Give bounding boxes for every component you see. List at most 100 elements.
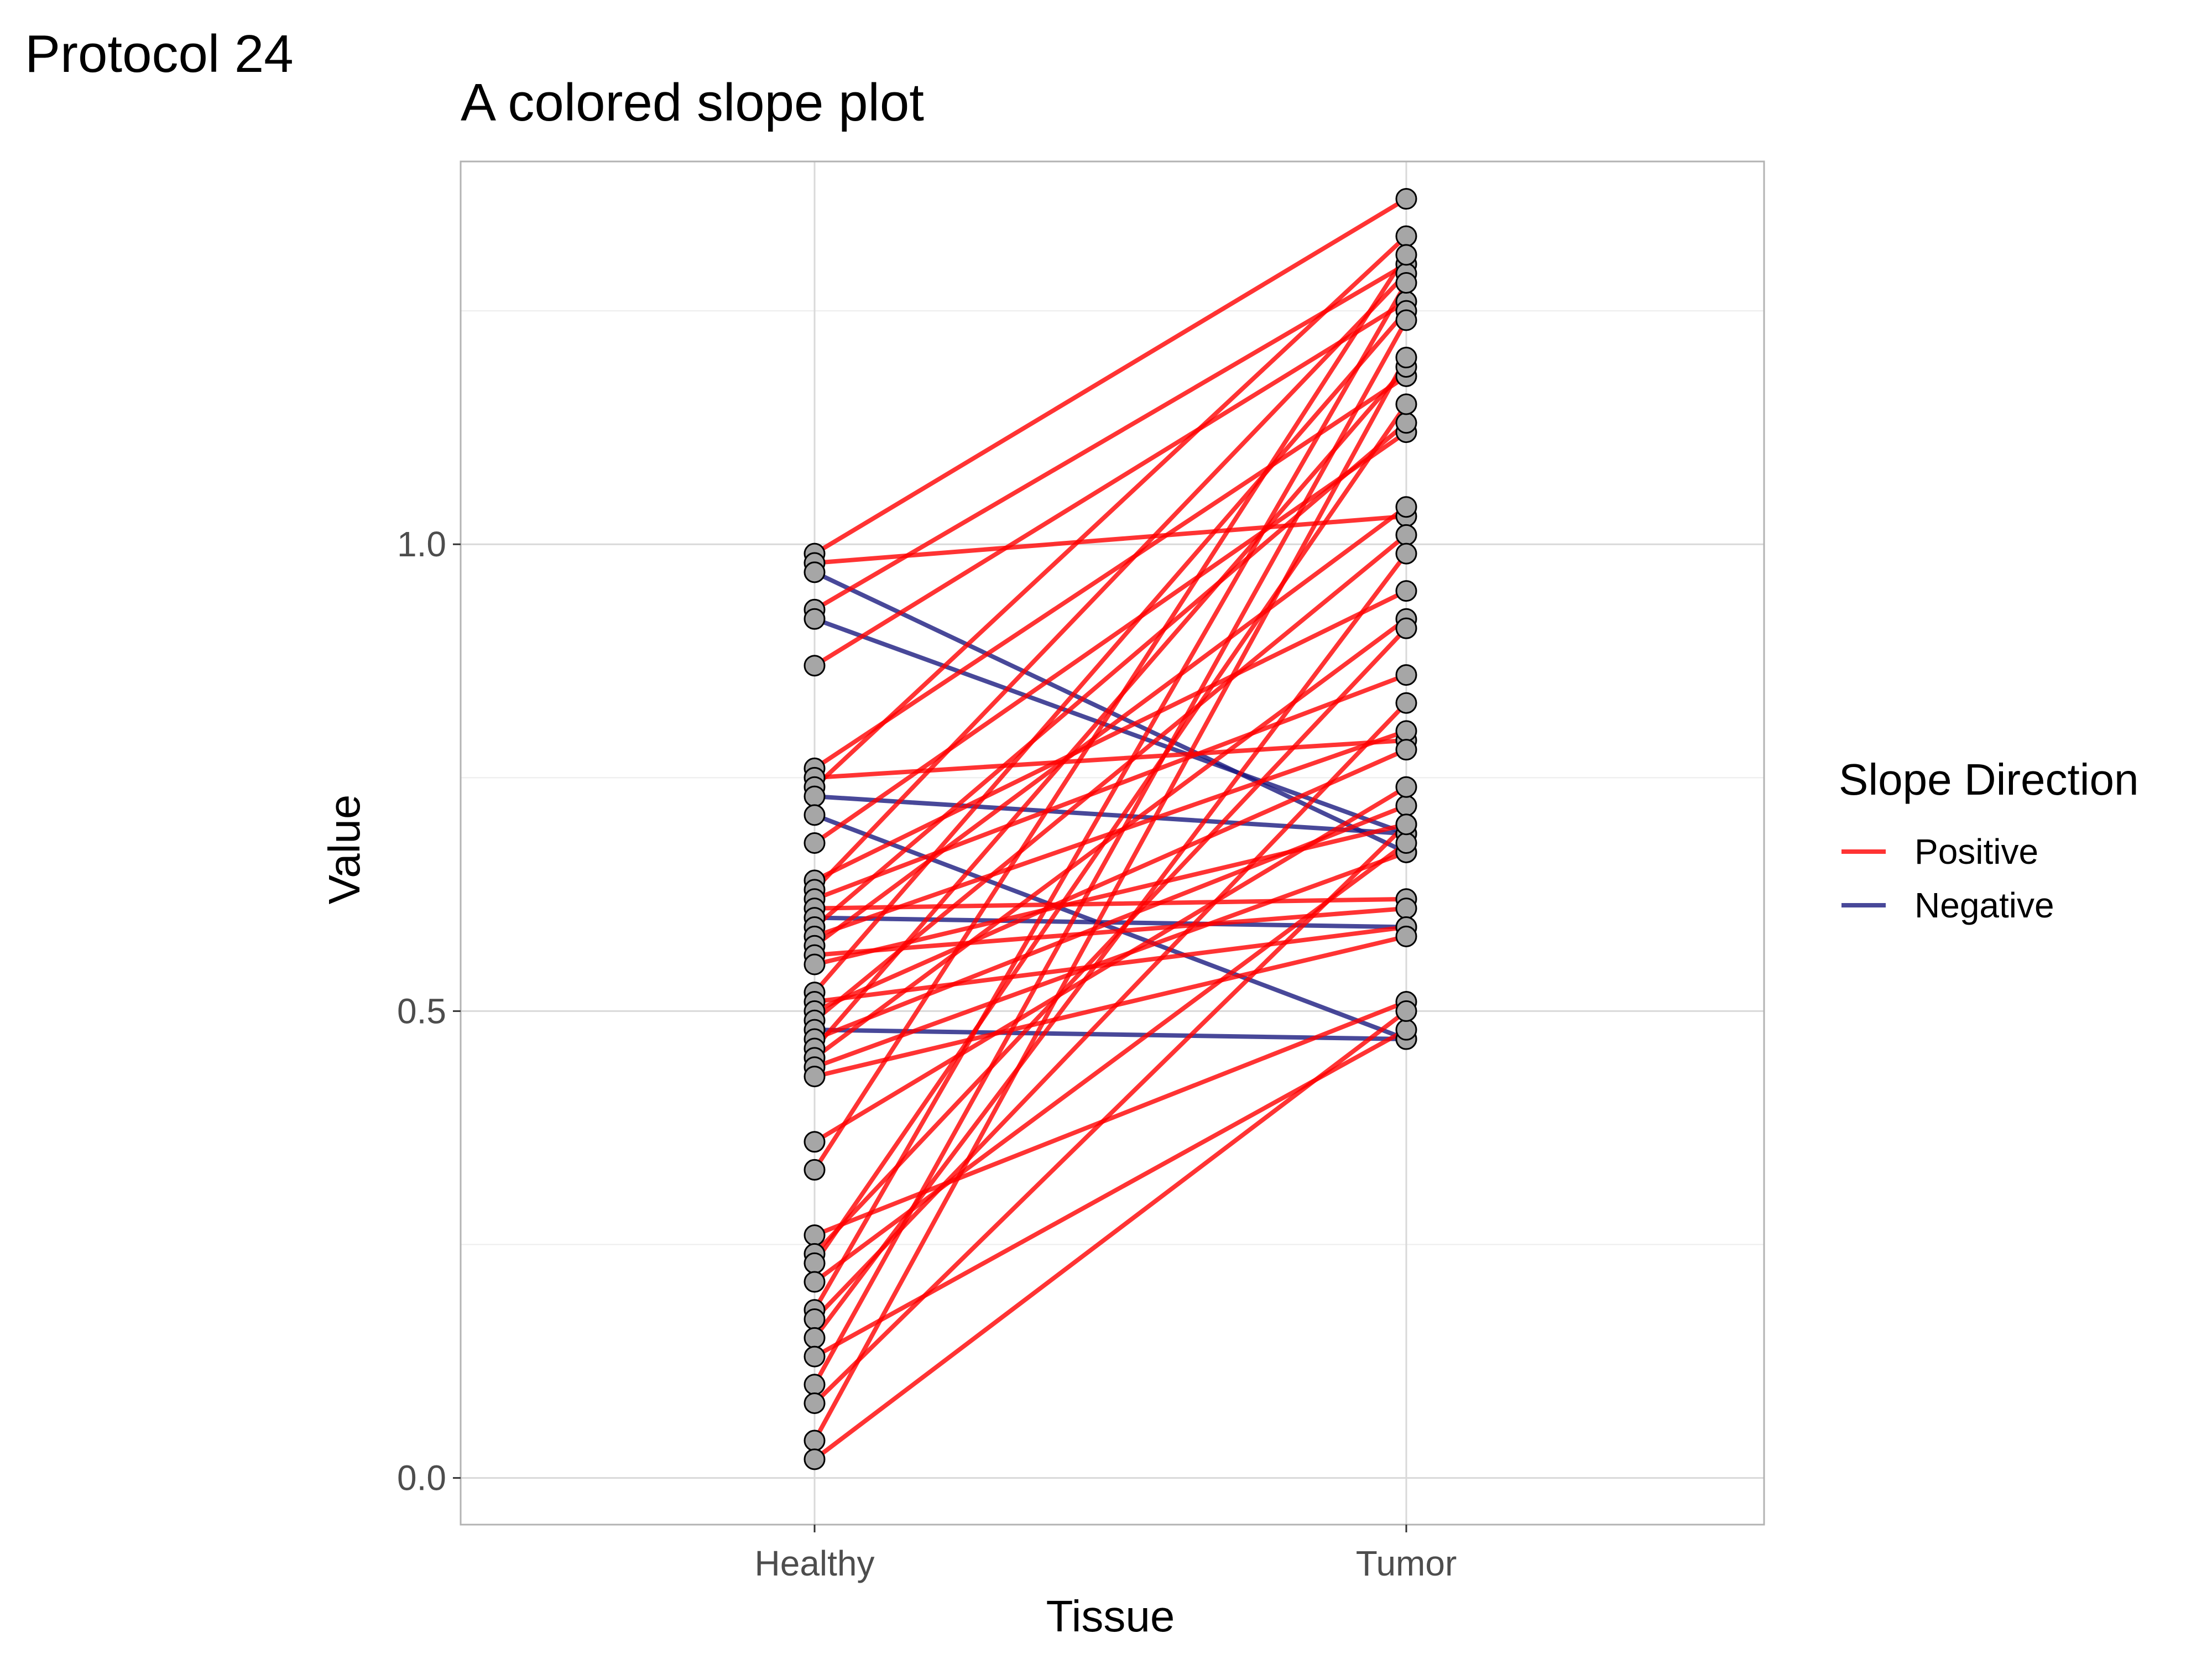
tumor-point (1395, 1000, 1417, 1022)
healthy-point (804, 1066, 826, 1088)
healthy-point (804, 1448, 826, 1470)
positive-slope-line (812, 626, 1408, 1256)
positive-slope-line (812, 533, 1408, 1023)
tumor-point (1395, 272, 1417, 294)
negative-slope-line (812, 812, 1408, 1042)
positive-slope-line (812, 701, 1408, 1322)
positive-slope-line (812, 374, 1408, 771)
positive-slope-line (812, 420, 1408, 930)
tumor-point (1395, 225, 1417, 247)
y-axis-title: Value (320, 795, 369, 905)
legend-title: Slope Direction (1839, 755, 2139, 804)
tumor-point (1395, 832, 1417, 854)
y-axis: 0.0 0.5 1.0 (397, 524, 461, 1498)
healthy-point (804, 1271, 826, 1293)
positive-slope-line (812, 262, 1408, 612)
tumor-point (1395, 1019, 1417, 1041)
positive-slope-line (812, 280, 1408, 1312)
tumor-point (1395, 617, 1417, 639)
tumor-point (1395, 524, 1417, 546)
positive-slope-line (812, 672, 1408, 901)
y-tick-label: 1.0 (397, 524, 446, 564)
y-tick-label: 0.5 (397, 991, 446, 1031)
positive-slope-line (812, 252, 1408, 1172)
slope-lines (812, 196, 1408, 1462)
positive-slope-line (812, 234, 1408, 790)
x-tick-label: Tumor (1356, 1543, 1457, 1583)
positive-slope-line (812, 364, 1408, 1051)
positive-slope-line (812, 355, 1408, 1443)
tumor-point (1395, 898, 1417, 920)
tumor-point (1395, 925, 1417, 947)
positive-slope-line (812, 850, 1408, 1070)
healthy-point (804, 561, 826, 583)
healthy-point (804, 1392, 826, 1415)
tumor-point (1395, 244, 1417, 266)
positive-slope-line (812, 309, 1408, 995)
y-tick-label: 0.0 (397, 1458, 446, 1498)
tumor-point (1395, 542, 1417, 565)
x-axis-title: Tissue (1046, 1592, 1175, 1641)
healthy-point (804, 608, 826, 630)
healthy-point (804, 655, 826, 677)
positive-slope-line (812, 1009, 1408, 1462)
panel-background (461, 161, 1764, 1525)
positive-slope-line (812, 318, 1408, 1387)
negative-slope-line (812, 794, 1408, 836)
positive-slope-line (812, 999, 1408, 1238)
legend-items: Positive Negative (1841, 832, 2054, 925)
positive-slope-line (812, 514, 1408, 565)
tumor-point (1395, 692, 1417, 714)
healthy-point (804, 1308, 826, 1331)
chart-title: A colored slope plot (461, 73, 924, 132)
tumor-point (1395, 309, 1417, 331)
positive-slope-line (812, 401, 1408, 1266)
data-points (804, 188, 1417, 1470)
healthy-point (804, 1224, 826, 1246)
positive-slope-line (812, 196, 1408, 556)
healthy-point (804, 1159, 826, 1181)
tumor-point (1395, 393, 1417, 415)
positive-slope-line (812, 785, 1408, 1144)
healthy-point (804, 1430, 826, 1452)
positive-slope-line (812, 747, 1408, 1014)
tumor-point (1395, 795, 1417, 817)
tumor-point (1395, 496, 1417, 518)
healthy-point (804, 785, 826, 807)
positive-slope-line (812, 588, 1408, 883)
tumor-point (1395, 813, 1417, 836)
healthy-point (804, 1374, 826, 1396)
positive-slope-line (812, 822, 1408, 1406)
healthy-point (804, 1327, 826, 1349)
positive-slope-line (812, 738, 1408, 780)
healthy-point (804, 1252, 826, 1274)
legend-label-negative: Negative (1914, 885, 2054, 925)
legend-label-positive: Positive (1914, 832, 2038, 872)
protocol-tag: Protocol 24 (25, 24, 294, 84)
tumor-point (1395, 188, 1417, 210)
healthy-point (804, 1131, 826, 1153)
tumor-point (1395, 720, 1417, 742)
tumor-point (1395, 347, 1417, 369)
plot-panel (460, 160, 1765, 1526)
healthy-point (804, 1345, 826, 1368)
healthy-point (804, 832, 826, 854)
positive-slope-line (812, 934, 1408, 1079)
positive-slope-line (812, 504, 1408, 948)
tumor-point (1395, 580, 1417, 602)
healthy-point (804, 804, 826, 826)
positive-slope-line (812, 617, 1408, 1060)
tumor-point (1395, 739, 1417, 761)
x-tick-label: Healthy (755, 1543, 875, 1583)
positive-slope-line (812, 271, 1408, 892)
positive-slope-line (812, 896, 1408, 911)
tumor-point (1395, 412, 1417, 434)
healthy-point (804, 953, 826, 975)
x-axis: Healthy Tumor (755, 1525, 1457, 1583)
positive-slope-line (812, 299, 1408, 668)
tumor-point (1395, 776, 1417, 798)
panel-border (460, 160, 1765, 1526)
tumor-point (1395, 664, 1417, 686)
legend: Slope Direction Positive Negative (1839, 755, 2139, 925)
